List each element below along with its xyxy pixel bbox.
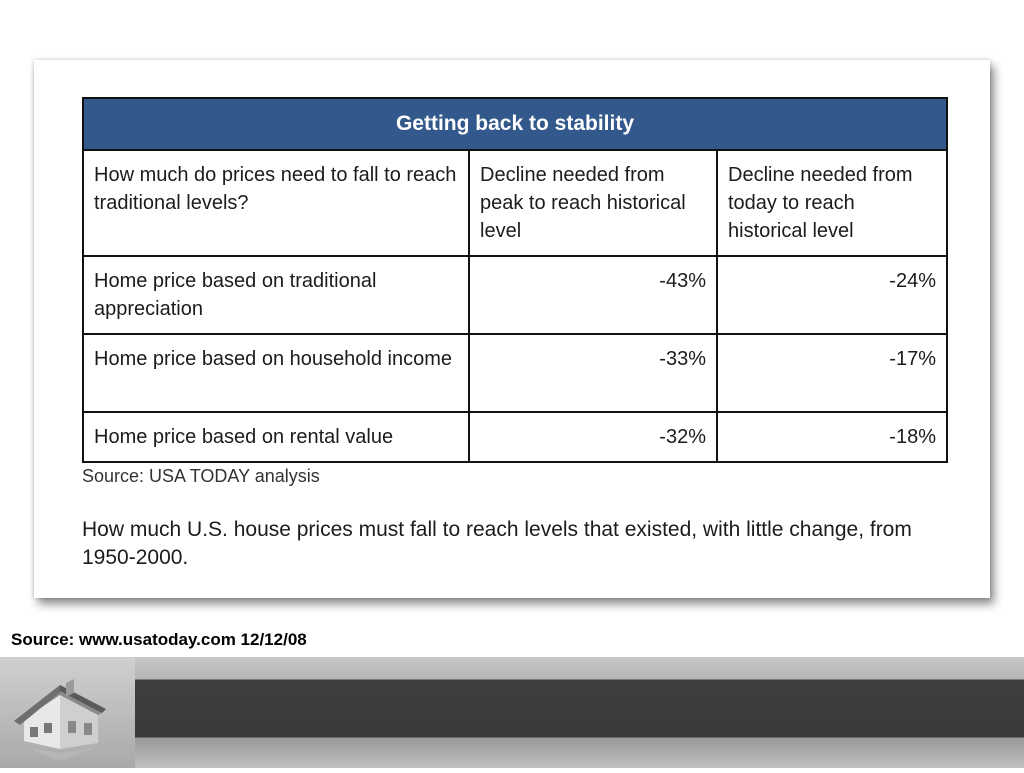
today-decline-value: -17% <box>716 333 948 413</box>
row-label: Home price based on rental value <box>82 411 470 463</box>
stability-table: Getting back to stability How much do pr… <box>82 97 948 463</box>
footer-bar <box>0 657 1024 768</box>
footer-source: Source: www.usatoday.com 12/12/08 <box>11 630 307 649</box>
house-icon <box>0 657 135 768</box>
table-title-row: Getting back to stability <box>82 97 948 151</box>
column-header: Decline needed from peak to reach histor… <box>468 149 718 257</box>
table-header-row: How much do prices need to fall to reach… <box>82 149 948 257</box>
slide-card: Getting back to stability How much do pr… <box>34 60 990 598</box>
slide-caption: How much U.S. house prices must fall to … <box>82 518 912 569</box>
table-source: Source: USA TODAY analysis <box>82 466 320 486</box>
column-header: Decline needed from today to reach histo… <box>716 149 948 257</box>
row-label: Home price based on household income <box>82 333 470 413</box>
peak-decline-value: -33% <box>468 333 718 413</box>
today-decline-value: -18% <box>716 411 948 463</box>
row-label: Home price based on traditional apprecia… <box>82 255 470 335</box>
peak-decline-value: -32% <box>468 411 718 463</box>
table-row: Home price based on household income -33… <box>82 333 948 413</box>
table-row: Home price based on traditional apprecia… <box>82 255 948 335</box>
column-header: How much do prices need to fall to reach… <box>82 149 470 257</box>
today-decline-value: -24% <box>716 255 948 335</box>
peak-decline-value: -43% <box>468 255 718 335</box>
table-title: Getting back to stability <box>82 97 948 151</box>
table-row: Home price based on rental value -32% -1… <box>82 411 948 463</box>
